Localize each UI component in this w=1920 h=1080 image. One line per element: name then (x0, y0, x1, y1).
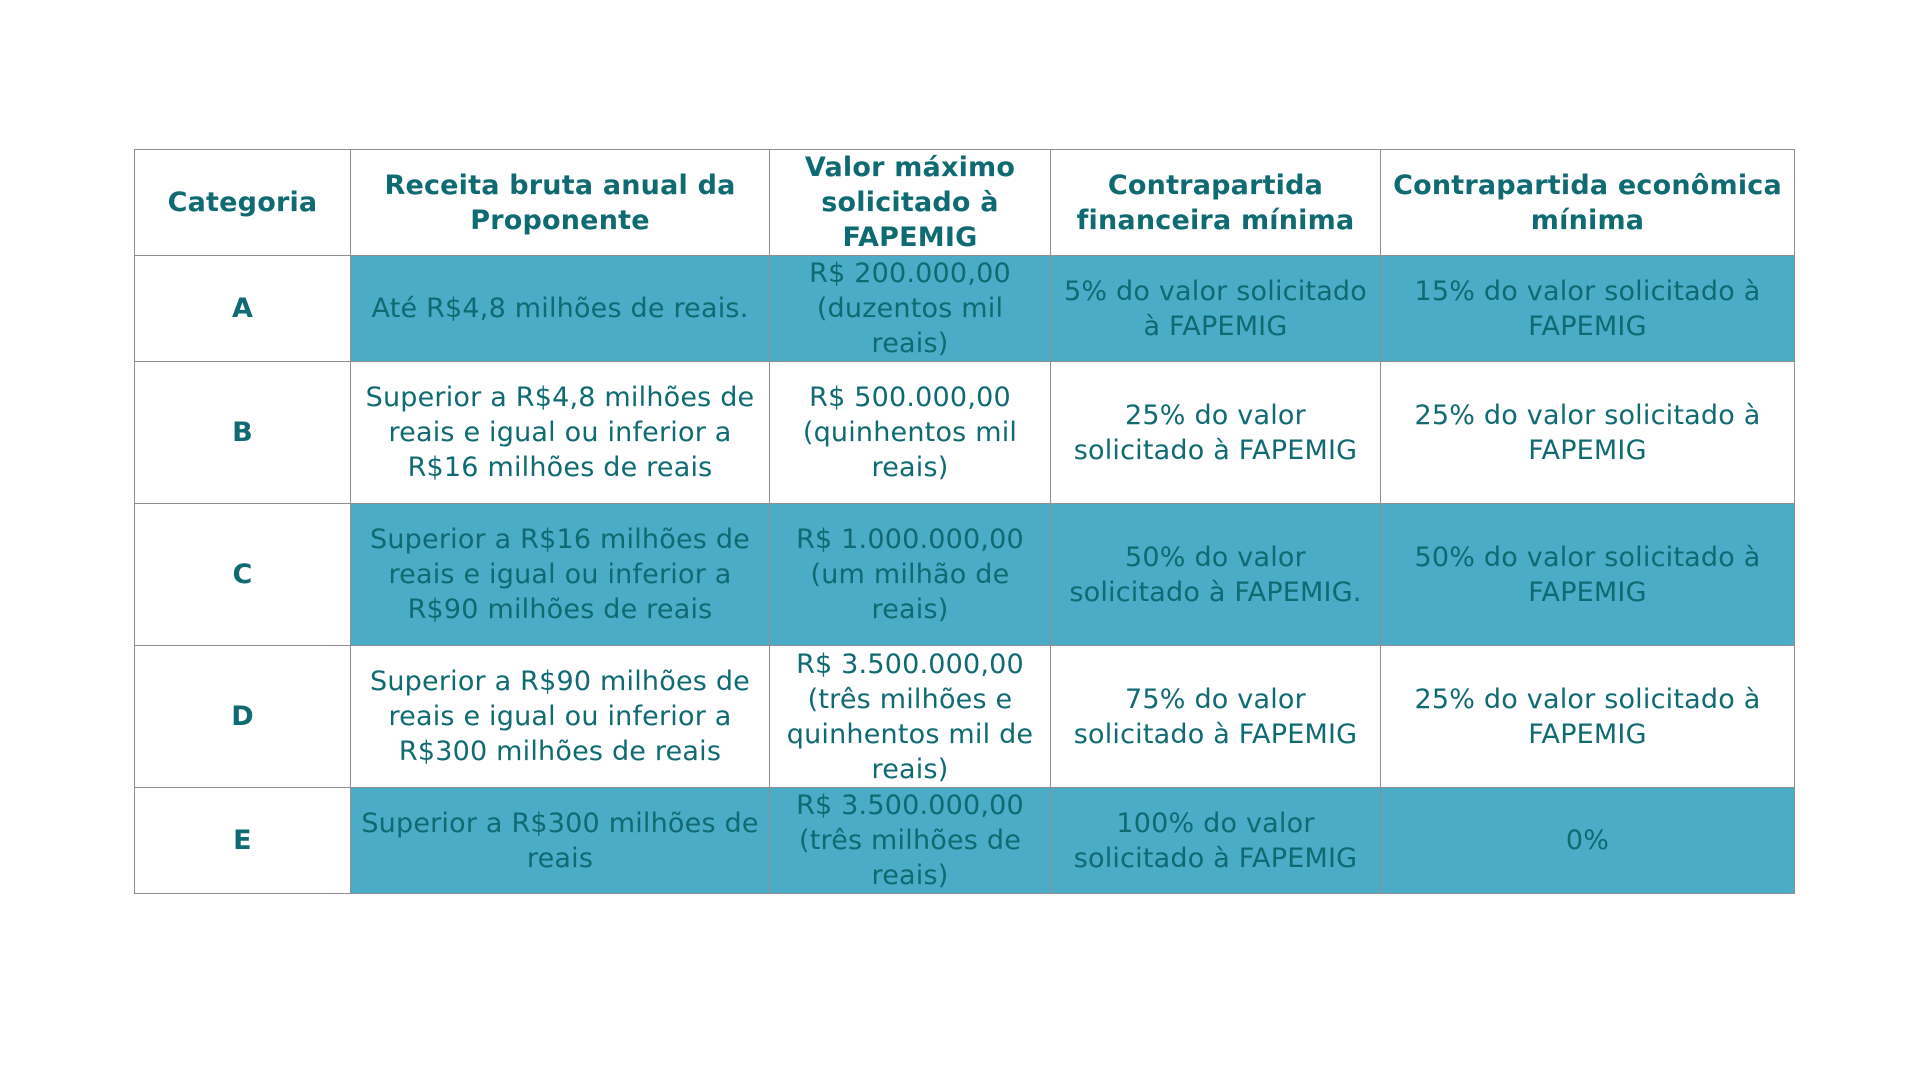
cell-receita: Superior a R$300 milhões de reais (350, 787, 770, 894)
cell-contrapartida-economica: 25% do valor solicitado à FAPEMIG (1380, 645, 1795, 788)
header-contrapartida-economica: Contrapartida econômica mínima (1380, 149, 1795, 256)
header-contrapartida-financeira: Contrapartida financeira mínima (1050, 149, 1381, 256)
categories-table: Categoria Receita bruta anual da Propone… (134, 149, 1795, 894)
cell-receita: Superior a R$16 milhões de reais e igual… (350, 503, 770, 646)
cell-receita: Superior a R$90 milhões de reais e igual… (350, 645, 770, 788)
cell-categoria: E (134, 787, 351, 894)
cell-valor-maximo: R$ 1.000.000,00 (um milhão de reais) (769, 503, 1051, 646)
cell-contrapartida-economica: 0% (1380, 787, 1795, 894)
cell-contrapartida-economica: 50% do valor solicitado à FAPEMIG (1380, 503, 1795, 646)
cell-receita: Superior a R$4,8 milhões de reais e igua… (350, 361, 770, 504)
table-row: D Superior a R$90 milhões de reais e igu… (134, 645, 1795, 788)
table-header-row: Categoria Receita bruta anual da Propone… (134, 149, 1795, 256)
cell-contrapartida-financeira: 100% do valor solicitado à FAPEMIG (1050, 787, 1381, 894)
cell-contrapartida-economica: 25% do valor solicitado à FAPEMIG (1380, 361, 1795, 504)
cell-valor-maximo: R$ 200.000,00 (duzentos mil reais) (769, 255, 1051, 362)
cell-valor-maximo: R$ 500.000,00 (quinhentos mil reais) (769, 361, 1051, 504)
table-row: E Superior a R$300 milhões de reais R$ 3… (134, 787, 1795, 894)
cell-categoria: C (134, 503, 351, 646)
header-valor-maximo: Valor máximo solicitado à FAPEMIG (769, 149, 1051, 256)
cell-contrapartida-financeira: 50% do valor solicitado à FAPEMIG. (1050, 503, 1381, 646)
cell-contrapartida-financeira: 75% do valor solicitado à FAPEMIG (1050, 645, 1381, 788)
cell-categoria: B (134, 361, 351, 504)
cell-categoria: D (134, 645, 351, 788)
cell-receita: Até R$4,8 milhões de reais. (350, 255, 770, 362)
table-row: C Superior a R$16 milhões de reais e igu… (134, 503, 1795, 646)
cell-valor-maximo: R$ 3.500.000,00 (três milhões e quinhent… (769, 645, 1051, 788)
cell-contrapartida-financeira: 5% do valor solicitado à FAPEMIG (1050, 255, 1381, 362)
cell-valor-maximo: R$ 3.500.000,00 (três milhões de reais) (769, 787, 1051, 894)
header-receita: Receita bruta anual da Proponente (350, 149, 770, 256)
table-row: A Até R$4,8 milhões de reais. R$ 200.000… (134, 255, 1795, 362)
cell-contrapartida-economica: 15% do valor solicitado à FAPEMIG (1380, 255, 1795, 362)
header-categoria: Categoria (134, 149, 351, 256)
table-row: B Superior a R$4,8 milhões de reais e ig… (134, 361, 1795, 504)
cell-categoria: A (134, 255, 351, 362)
cell-contrapartida-financeira: 25% do valor solicitado à FAPEMIG (1050, 361, 1381, 504)
